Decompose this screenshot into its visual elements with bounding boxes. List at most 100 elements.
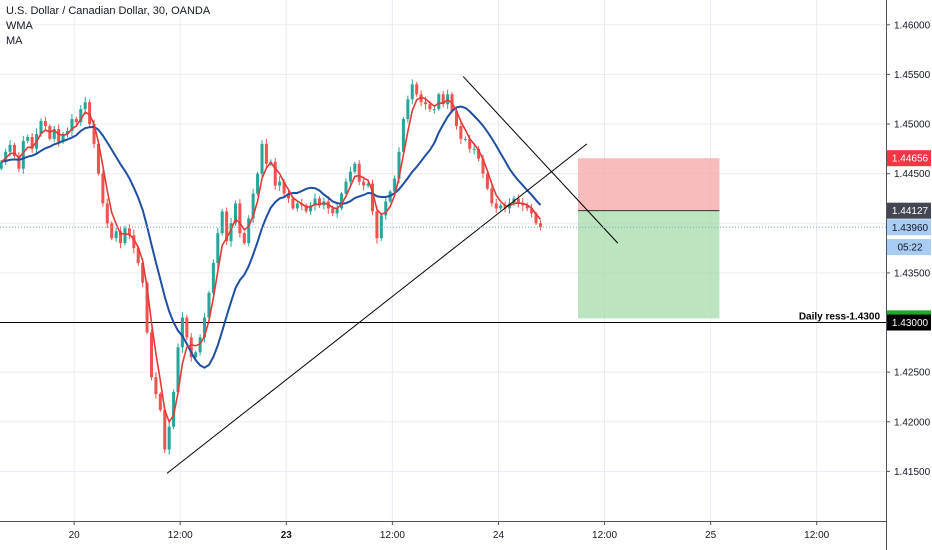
y-tick-label: 1.42500 — [894, 368, 931, 379]
candle-body — [92, 124, 96, 144]
candle-body — [424, 102, 428, 105]
candle-body — [309, 205, 313, 212]
candle-body — [39, 121, 43, 134]
indicator-ma-label[interactable]: MA — [6, 35, 23, 47]
candle-body — [207, 292, 211, 318]
candle-body — [30, 136, 34, 149]
candle-body — [260, 143, 264, 174]
candle-body — [105, 203, 109, 224]
candle-body — [428, 104, 432, 110]
ma-line[interactable] — [1, 105, 542, 369]
x-tick-label: 12:00 — [380, 530, 405, 541]
price-badge-label: 05:22 — [897, 243, 922, 254]
candle-body — [304, 205, 308, 212]
candle-body — [88, 102, 92, 125]
price-badge-label: 1.44127 — [892, 206, 929, 217]
candle-body — [477, 148, 481, 159]
candle-body — [43, 121, 47, 127]
candle-body — [401, 119, 405, 152]
y-tick-label: 1.44500 — [894, 169, 931, 180]
stop-loss-zone[interactable] — [578, 158, 720, 211]
candle-body — [419, 94, 423, 103]
time-axis[interactable] — [0, 521, 886, 550]
candle-body — [21, 140, 25, 169]
candle-body — [432, 109, 436, 111]
candle-body — [149, 332, 153, 378]
price-badge — [887, 202, 931, 219]
candle-body — [384, 201, 388, 216]
candle-body — [353, 163, 357, 172]
candle-body — [8, 144, 12, 152]
candle-body — [163, 409, 167, 450]
indicator-wma-label[interactable]: WMA — [6, 20, 33, 32]
candle-body — [132, 235, 136, 249]
x-tick-label: 12:00 — [168, 530, 193, 541]
candle-body — [96, 143, 100, 174]
candle-body — [211, 262, 215, 293]
candle-body — [441, 94, 445, 105]
candle-body — [362, 181, 366, 186]
candle-body — [145, 282, 149, 333]
y-tick-label: 1.45000 — [894, 120, 931, 131]
candle-body — [331, 208, 335, 214]
candle-body — [66, 130, 70, 134]
candle-body — [282, 181, 286, 194]
candle-body — [4, 151, 8, 162]
candle-body — [256, 173, 260, 194]
candle-body — [485, 173, 489, 189]
candle-body — [74, 119, 78, 123]
candle-body — [538, 223, 542, 228]
candle-body — [114, 231, 118, 239]
candle-body — [242, 233, 246, 244]
plot-area[interactable] — [0, 0, 886, 521]
y-tick-label: 1.43500 — [894, 268, 931, 279]
candle-body — [375, 211, 379, 239]
wma-line[interactable] — [0, 96, 542, 424]
candle-body — [119, 231, 123, 244]
downtrend-line[interactable] — [462, 76, 619, 244]
candle-body — [0, 161, 3, 169]
candle-body — [216, 233, 220, 263]
candle-body — [490, 188, 494, 204]
candle-body — [167, 426, 171, 450]
candle-body — [366, 183, 370, 186]
candle-body — [481, 158, 485, 174]
price-badge-label: 1.44656 — [892, 154, 929, 165]
candle-body — [516, 198, 520, 204]
candle-body — [57, 129, 61, 142]
candle-body — [534, 213, 538, 224]
x-tick-label: 12:00 — [804, 530, 829, 541]
candle-body — [521, 203, 525, 206]
uptrend-line[interactable] — [166, 143, 588, 474]
candle-body — [101, 173, 105, 204]
candle-body — [295, 203, 299, 209]
candle-body — [26, 136, 30, 141]
price-badge — [887, 239, 931, 256]
candle-body — [410, 84, 414, 100]
candle-body — [136, 248, 140, 263]
candle-body — [264, 143, 268, 164]
candle-body — [176, 347, 180, 392]
candle-body — [437, 94, 441, 110]
candle-body — [503, 205, 507, 209]
take-profit-zone[interactable] — [578, 210, 720, 319]
symbol-title[interactable]: U.S. Dollar / Canadian Dollar, 30, OANDA — [6, 5, 211, 17]
candle-body — [225, 211, 229, 242]
y-tick-label: 1.42000 — [894, 417, 931, 428]
candle-body — [499, 205, 503, 209]
candle-body — [463, 138, 467, 140]
y-tick-label: 1.46000 — [894, 20, 931, 31]
price-axis[interactable] — [886, 0, 932, 550]
candle-body — [278, 181, 282, 186]
candle-body — [70, 119, 74, 131]
candle-body — [313, 198, 317, 206]
daily-resistance-label: Daily ress-1.4300 — [799, 312, 881, 323]
price-badge — [887, 150, 931, 167]
candle-body — [110, 223, 114, 239]
candle-body — [287, 193, 291, 199]
price-badge-label: 1.43000 — [892, 318, 929, 329]
candle-body — [61, 133, 65, 142]
x-tick-label: 12:00 — [592, 530, 617, 541]
candle-body — [525, 205, 529, 209]
